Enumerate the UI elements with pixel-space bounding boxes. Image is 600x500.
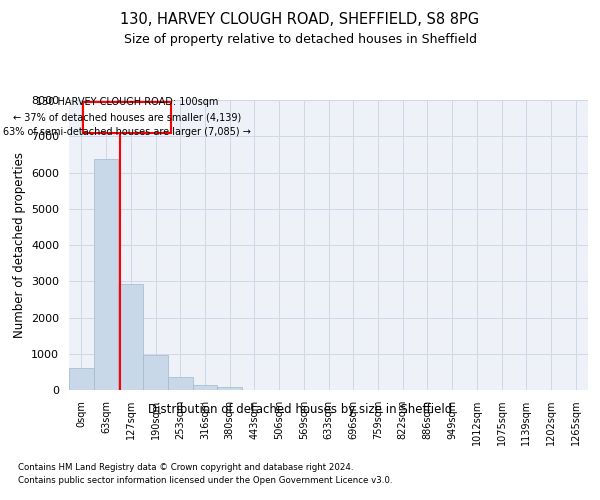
Bar xyxy=(118,284,143,390)
Text: Size of property relative to detached houses in Sheffield: Size of property relative to detached ho… xyxy=(124,32,476,46)
Text: Contains HM Land Registry data © Crown copyright and database right 2024.: Contains HM Land Registry data © Crown c… xyxy=(18,462,353,471)
Text: Distribution of detached houses by size in Sheffield: Distribution of detached houses by size … xyxy=(148,402,452,415)
Text: 130 HARVEY CLOUGH ROAD: 100sqm
← 37% of detached houses are smaller (4,139)
63% : 130 HARVEY CLOUGH ROAD: 100sqm ← 37% of … xyxy=(3,98,251,137)
Bar xyxy=(69,368,94,390)
Bar xyxy=(217,387,242,390)
Bar xyxy=(143,355,168,390)
Bar xyxy=(168,377,193,390)
FancyBboxPatch shape xyxy=(83,102,171,132)
Text: Contains public sector information licensed under the Open Government Licence v3: Contains public sector information licen… xyxy=(18,476,392,485)
Bar xyxy=(94,158,118,390)
Y-axis label: Number of detached properties: Number of detached properties xyxy=(13,152,26,338)
Text: 130, HARVEY CLOUGH ROAD, SHEFFIELD, S8 8PG: 130, HARVEY CLOUGH ROAD, SHEFFIELD, S8 8… xyxy=(121,12,479,28)
Bar xyxy=(193,384,217,390)
